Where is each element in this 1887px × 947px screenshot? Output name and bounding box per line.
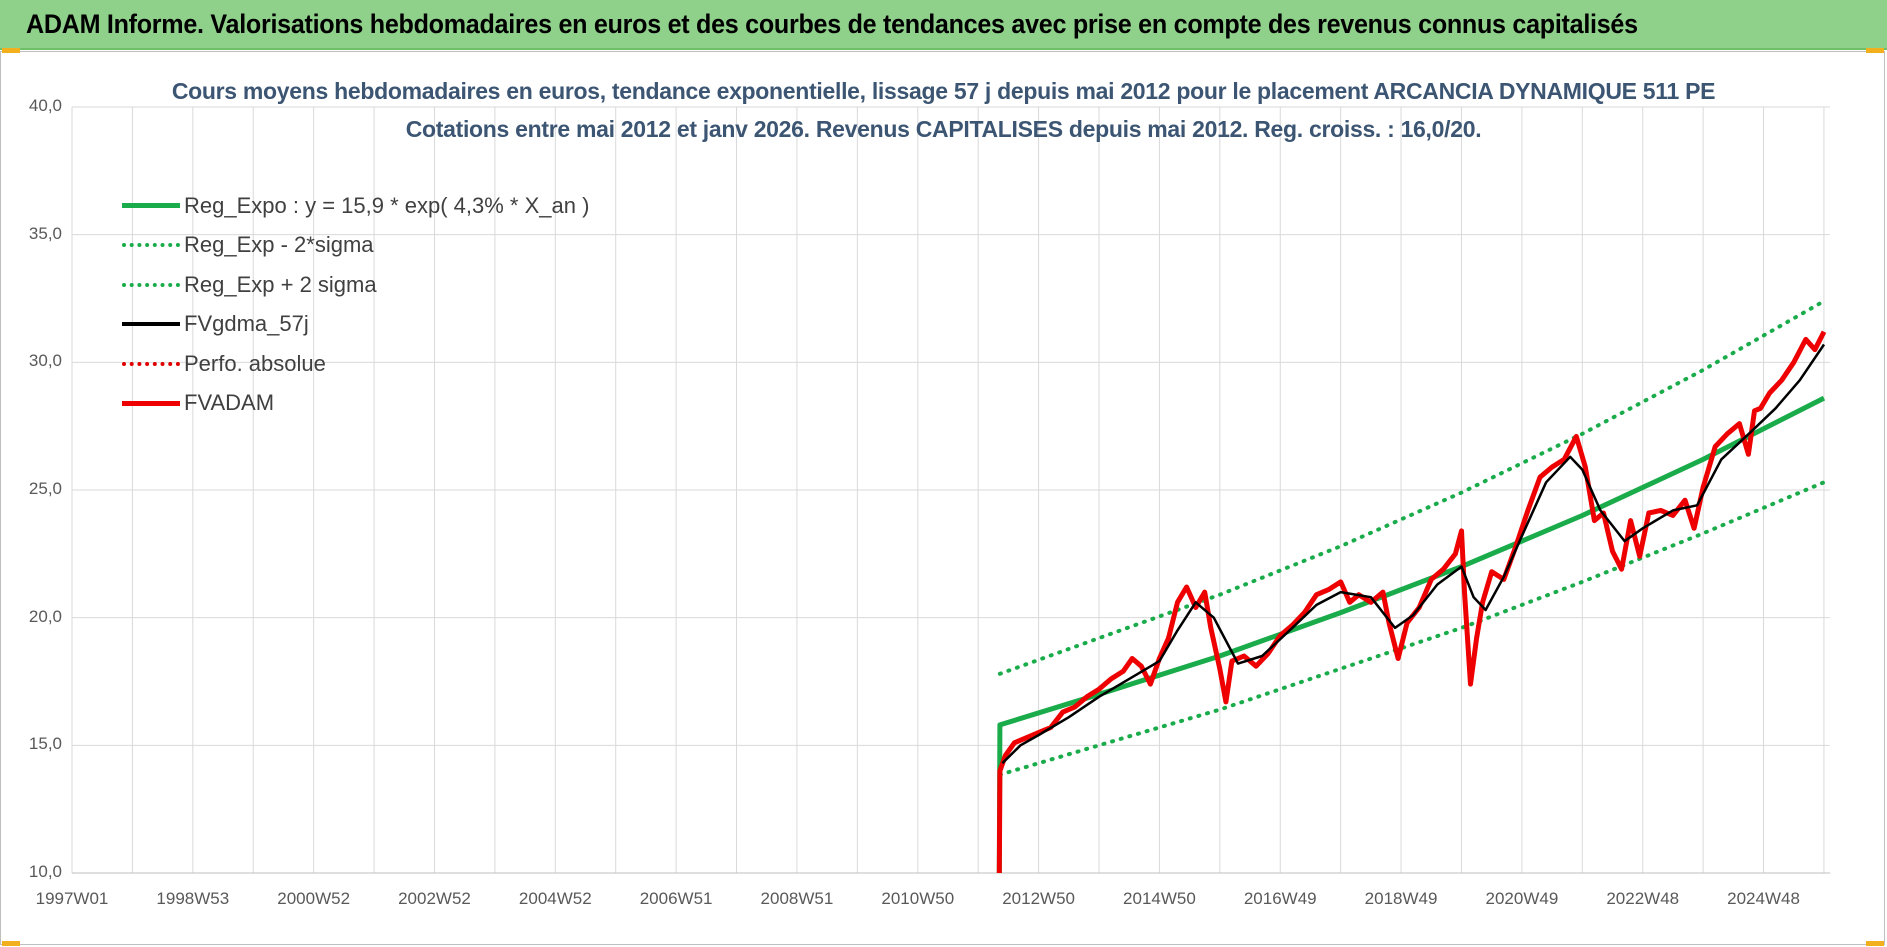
x-tick-label: 1997W01: [35, 889, 109, 908]
legend-item: Reg_Exp + 2 sigma: [122, 265, 589, 305]
x-tick-label: 2012W50: [1002, 889, 1075, 908]
chart-series: [996, 299, 1827, 874]
series-line-3: [1001, 343, 1826, 765]
legend-item: Reg_Expo : y = 15,9 * exp( 4,3% * X_an ): [122, 186, 589, 226]
y-tick-label: 40,0: [28, 96, 62, 115]
chart-title: Cours moyens hebdomadaires en euros, ten…: [171, 78, 1716, 104]
legend-swatch: [122, 203, 180, 209]
series-line-2: [997, 299, 1826, 676]
legend-item: Reg_Exp - 2*sigma: [122, 226, 589, 266]
chart-subtitle: Cotations entre mai 2012 et janv 2026. R…: [405, 116, 1482, 142]
y-tick-label: 35,0: [28, 223, 62, 243]
x-tick-label: 2016W49: [1243, 889, 1317, 908]
x-tick-label: 2018W49: [1364, 889, 1438, 908]
x-tick-label: 2002W52: [398, 889, 471, 908]
report-banner: ADAM Informe. Valorisations hebdomadaire…: [0, 0, 1887, 50]
legend-item: Perfo. absolue: [122, 344, 589, 384]
y-tick-label: 30,0: [28, 351, 62, 371]
series-line-1: [997, 480, 1826, 777]
x-tick-label: 2004W52: [518, 889, 592, 908]
legend-swatch: [122, 322, 180, 327]
legend-swatch: [122, 243, 180, 248]
series-line-5: [996, 330, 1827, 874]
x-tick-label: 2014W50: [1123, 889, 1196, 908]
y-tick-label: 15,0: [28, 734, 62, 754]
corner-mark-top-right: [1866, 48, 1884, 53]
x-tick-label: 2006W51: [639, 889, 713, 908]
x-tick-label: 1998W53: [156, 889, 230, 908]
y-tick-label: 20,0: [28, 606, 62, 626]
legend-swatch: [122, 282, 180, 287]
legend-item: FVgdma_57j: [122, 305, 589, 345]
chart-grid: [71, 106, 1830, 874]
legend-swatch: [122, 400, 180, 406]
x-tick-label: 2008W51: [760, 889, 834, 908]
legend-label: FVgdma_57j: [184, 311, 309, 337]
corner-mark-top-left: [2, 48, 20, 53]
legend-item: FVADAM: [122, 384, 589, 424]
legend-label: Perfo. absolue: [184, 350, 326, 376]
y-tick-label: 10,0: [28, 862, 62, 881]
chart-legend: Reg_Expo : y = 15,9 * exp( 4,3% * X_an )…: [122, 186, 589, 423]
legend-label: Reg_Exp + 2 sigma: [184, 271, 377, 297]
chart-frame: [0, 51, 1885, 945]
x-tick-label: 2010W50: [881, 889, 955, 908]
legend-label: Reg_Expo : y = 15,9 * exp( 4,3% * X_an ): [184, 192, 590, 218]
report-title: ADAM Informe. Valorisations hebdomadaire…: [26, 9, 1638, 39]
legend-label: FVADAM: [184, 390, 275, 416]
corner-mark-bottom-right: [1866, 941, 1884, 946]
y-tick-label: 25,0: [28, 479, 62, 498]
x-tick-label: 2022W48: [1606, 889, 1680, 908]
x-tick-label: 2020W49: [1485, 889, 1559, 908]
x-tick-label: 2024W48: [1727, 889, 1800, 908]
legend-label: Reg_Exp - 2*sigma: [184, 232, 374, 258]
corner-mark-bottom-left: [2, 941, 20, 946]
series-line-0: [996, 395, 1826, 874]
x-tick-label: 2000W52: [277, 889, 351, 908]
legend-swatch: [122, 361, 180, 366]
